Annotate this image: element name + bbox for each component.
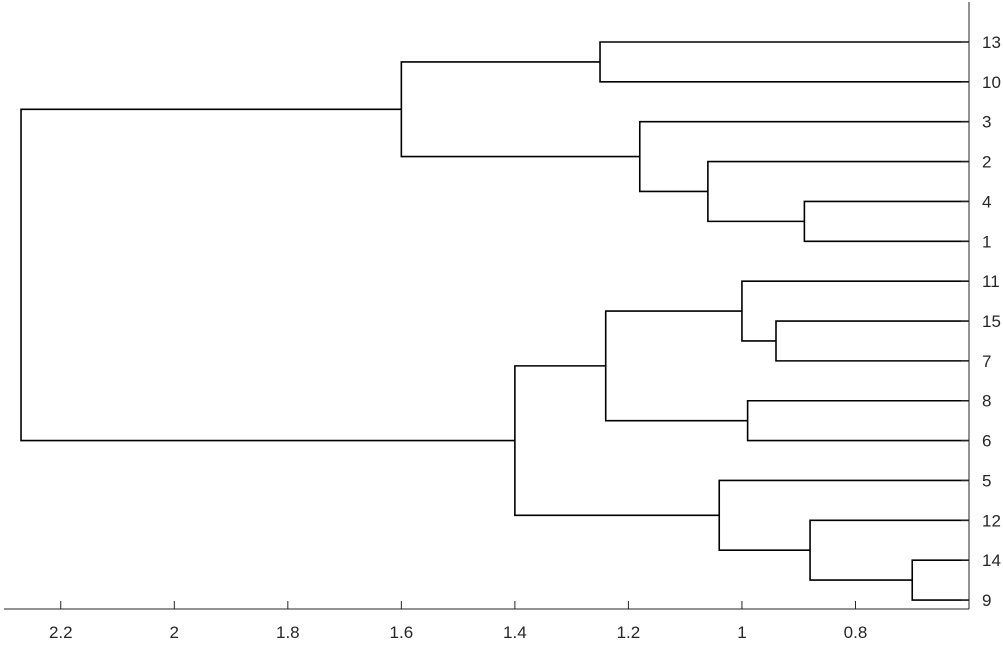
leaf-label: 11 xyxy=(982,272,1000,291)
dendrogram-link-m3 xyxy=(809,519,969,581)
x-tick-label: 1.4 xyxy=(503,623,527,642)
leaf-label: 7 xyxy=(982,352,991,371)
leaf-label: 1 xyxy=(982,232,991,251)
x-tick-label: 1.6 xyxy=(390,623,414,642)
dendrogram-link-m12 xyxy=(514,365,720,517)
leaf-label: 2 xyxy=(982,153,991,172)
leaf-label: 3 xyxy=(982,113,991,132)
x-tick-label: 1.2 xyxy=(617,623,641,642)
dendrogram-link-m14 xyxy=(20,108,515,442)
x-tick-label: 1 xyxy=(737,623,746,642)
leaf-label: 9 xyxy=(982,591,991,610)
leaf-label: 10 xyxy=(982,73,1001,92)
x-axis-ticks: 2.2 2 1.8 1.6 1.4 1.2 1 0.8 xyxy=(49,601,867,642)
dendrogram-link-m13 xyxy=(400,61,640,158)
x-tick-label: 0.8 xyxy=(844,623,868,642)
dendrogram-link-m2 xyxy=(803,200,969,243)
x-tick-label: 2.2 xyxy=(49,623,73,642)
leaf-label: 6 xyxy=(982,432,991,451)
leaf-label: 5 xyxy=(982,471,991,490)
leaf-label: 12 xyxy=(982,511,1001,530)
leaf-label: 4 xyxy=(982,192,991,211)
dendrogram-link-m7 xyxy=(718,479,969,552)
leaf-label: 15 xyxy=(982,312,1001,331)
dendrogram-links xyxy=(20,41,969,601)
dendrogram-link-m5 xyxy=(746,399,969,442)
x-tick-label: 2 xyxy=(170,623,179,642)
leaf-label: 8 xyxy=(982,392,991,411)
dendrogram-link-m1 xyxy=(911,559,969,601)
leaf-label: 13 xyxy=(982,33,1001,52)
leaf-label: 14 xyxy=(982,551,1001,570)
dendrogram-link-m4 xyxy=(775,320,969,362)
dendrogram-link-m9 xyxy=(638,120,969,193)
x-tick-label: 1.8 xyxy=(276,623,300,642)
dendrogram-link-m11 xyxy=(599,41,969,83)
dendrogram-link-m8 xyxy=(707,160,969,223)
dendrogram-link-m10 xyxy=(604,310,748,422)
